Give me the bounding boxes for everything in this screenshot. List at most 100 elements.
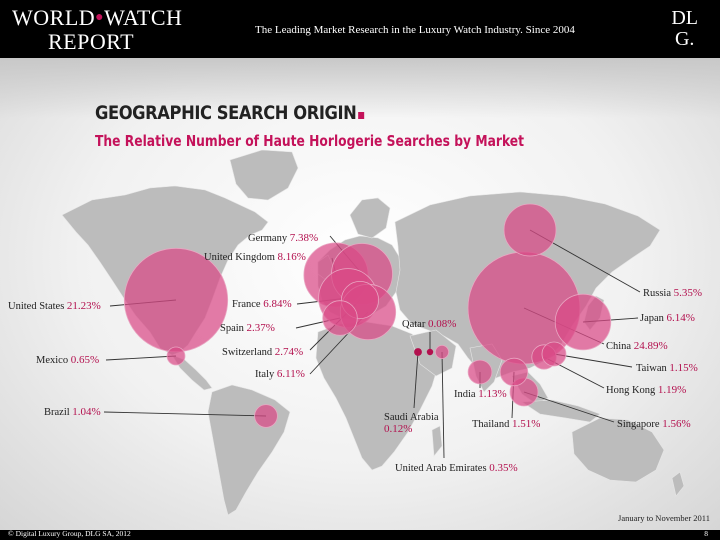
- bubble-thailand: [499, 357, 529, 387]
- greenland-land: [229, 149, 299, 201]
- africa-land: [315, 321, 439, 471]
- market-value: 8.16%: [277, 251, 306, 263]
- market-value: 1.56%: [662, 418, 691, 430]
- market-value: 24.89%: [633, 340, 668, 352]
- scandinavia-land: [349, 197, 391, 239]
- market-name: Saudi Arabia: [384, 412, 439, 423]
- label-saudi-arabia: Saudi Arabia 0.12%: [384, 412, 439, 435]
- label-singapore: Singapore 1.56%: [617, 418, 691, 430]
- market-name: France: [232, 299, 264, 310]
- label-india: India 1.13%: [454, 388, 507, 400]
- bubble-brazil: [254, 404, 278, 428]
- brand-dot: ●: [95, 10, 105, 25]
- bubble-japan: [554, 293, 612, 351]
- market-value: 1.13%: [478, 388, 507, 400]
- leader-singapore: [523, 391, 615, 423]
- label-japan: Japan 6.14%: [640, 312, 695, 324]
- label-united-arab-emirates: United Arab Emirates 0.35%: [395, 462, 518, 474]
- bubble-saudi-arabia: [414, 348, 422, 356]
- market-name: Switzerland: [222, 347, 275, 358]
- footer-bar: [0, 530, 720, 540]
- market-name: Brazil: [44, 407, 73, 418]
- title-accent-dot: [358, 112, 365, 119]
- header-bar: WORLD●WATCH REPORT The Leading Market Re…: [0, 0, 720, 58]
- market-value: 6.14%: [666, 312, 695, 324]
- bubble-united-arab-emirates: [434, 344, 449, 359]
- market-name: Thailand: [472, 419, 512, 430]
- label-hong-kong: Hong Kong 1.19%: [606, 384, 686, 396]
- market-value: 6.11%: [276, 368, 305, 380]
- label-qatar: Qatar 0.08%: [402, 318, 456, 330]
- market-name: Singapore: [617, 419, 663, 430]
- label-france: France 6.84%: [232, 298, 292, 310]
- market-name: Japan: [640, 313, 667, 324]
- market-name: Mexico: [36, 355, 71, 366]
- market-name: India: [454, 389, 479, 400]
- copyright-text: © Digital Luxury Group, DLG SA, 2012: [8, 529, 131, 538]
- market-value: 6.84%: [263, 298, 292, 310]
- label-russia: Russia 5.35%: [643, 287, 702, 299]
- dlg-logo: DL G.: [671, 7, 698, 50]
- leader-united-arab-emirates: [441, 351, 445, 459]
- central-america-land: [171, 354, 213, 391]
- label-united-states: United States 21.23%: [8, 300, 101, 312]
- market-value: 0.08%: [427, 318, 457, 330]
- label-switzerland: Switzerland 2.74%: [222, 346, 303, 358]
- label-taiwan: Taiwan 1.15%: [636, 362, 698, 374]
- page-number: 8: [704, 529, 708, 538]
- market-value: 0.12%: [384, 423, 413, 435]
- south-america-land: [207, 384, 291, 516]
- label-mexico: Mexico 0.65%: [36, 354, 99, 366]
- leader-brazil: [103, 411, 267, 417]
- bubble-india: [467, 359, 493, 385]
- market-name: Italy: [255, 369, 277, 380]
- brand-logo-line1: WORLD●WATCH: [12, 5, 183, 30]
- chart-title: GEOGRAPHIC SEARCH ORIGIN: [95, 102, 365, 124]
- market-value: 21.23%: [66, 300, 101, 312]
- bubble-taiwan: [541, 341, 567, 367]
- label-china: China 24.89%: [606, 340, 668, 352]
- label-brazil: Brazil 1.04%: [44, 406, 101, 418]
- label-united-kingdom: United Kingdom 8.16%: [204, 251, 306, 263]
- market-value: 1.19%: [657, 384, 687, 396]
- leader-taiwan: [553, 353, 633, 368]
- label-spain: Spain 2.37%: [220, 322, 275, 334]
- market-name: Russia: [643, 288, 674, 299]
- period-note: January to November 2011: [618, 513, 710, 523]
- leader-saudi-arabia: [413, 351, 419, 409]
- market-name: Germany: [248, 233, 290, 244]
- market-name: United States: [8, 301, 67, 312]
- market-name: Hong Kong: [606, 385, 658, 396]
- label-thailand: Thailand 1.51%: [472, 418, 540, 430]
- chart-subtitle: The Relative Number of Haute Horlogerie …: [95, 132, 525, 150]
- market-value: 1.51%: [511, 418, 541, 430]
- market-value: 1.04%: [72, 406, 101, 418]
- bubble-qatar: [426, 348, 434, 356]
- market-name: United Kingdom: [204, 252, 278, 263]
- header-tagline: The Leading Market Research in the Luxur…: [255, 24, 575, 36]
- label-germany: Germany 7.38%: [248, 232, 318, 244]
- market-name: Qatar: [402, 319, 428, 330]
- bubble-spain: [322, 300, 358, 336]
- madagascar-land: [431, 425, 443, 457]
- market-value: 7.38%: [289, 232, 319, 244]
- australia-land: [571, 417, 665, 483]
- market-value: 0.35%: [489, 462, 518, 474]
- market-name: United Arab Emirates: [395, 463, 490, 474]
- indonesia-land: [521, 399, 601, 423]
- leader-mexico: [105, 355, 177, 361]
- market-value: 1.15%: [669, 362, 698, 374]
- market-name: Spain: [220, 323, 247, 334]
- label-italy: Italy 6.11%: [255, 368, 305, 380]
- market-value: 2.37%: [246, 322, 275, 334]
- market-bubbles: [123, 203, 612, 428]
- bubble-mexico: [166, 346, 186, 366]
- brand-logo-line2: REPORT: [48, 29, 135, 54]
- new-zealand-land: [671, 471, 685, 497]
- market-value: 5.35%: [673, 287, 703, 299]
- bubble-united-states: [123, 247, 229, 353]
- bubble-russia: [503, 203, 557, 257]
- market-value: 0.65%: [70, 354, 100, 366]
- market-name: China: [606, 341, 634, 352]
